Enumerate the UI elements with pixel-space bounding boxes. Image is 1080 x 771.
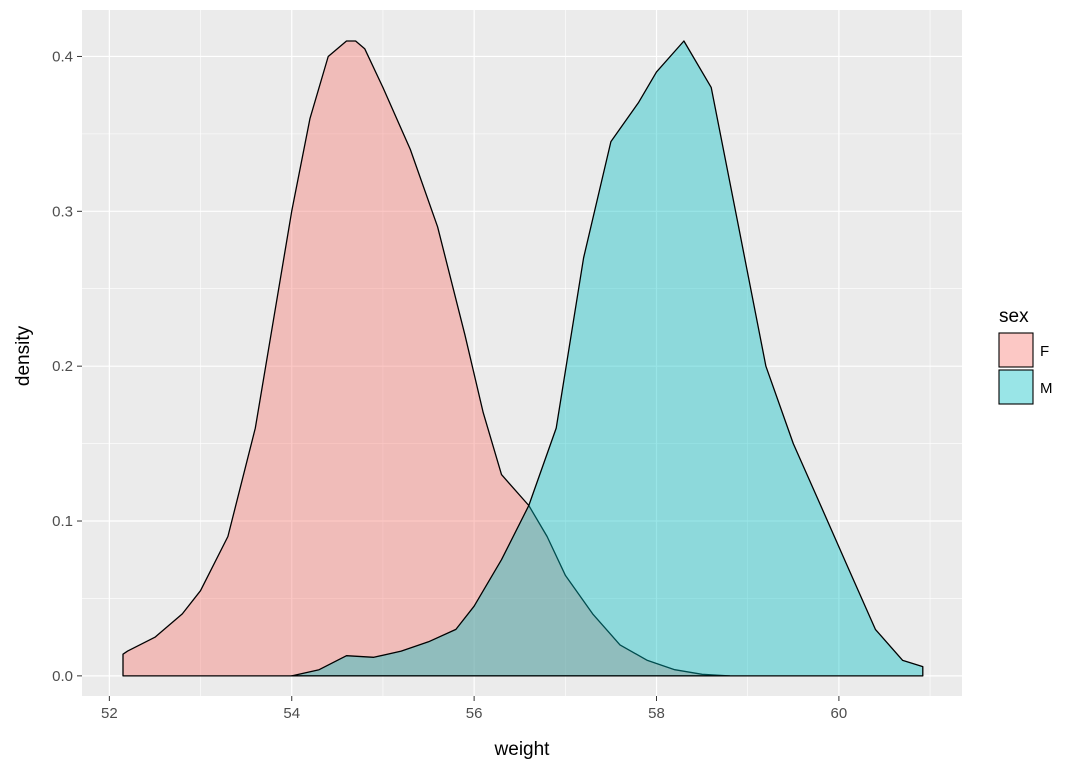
x-tick-label: 60 [831, 705, 848, 722]
density-areas [122, 40, 924, 677]
legend-label-f: F [1040, 343, 1049, 360]
legend-title: sex [999, 306, 1029, 327]
x-tick-label: 54 [283, 705, 300, 722]
legend-key-f [998, 332, 1034, 368]
y-axis-title: density [13, 325, 34, 386]
density-area-m [291, 40, 924, 677]
x-tick-label: 56 [466, 705, 483, 722]
density-area-f [122, 40, 731, 677]
y-tick-label: 0.2 [52, 358, 73, 375]
legend-key-m [998, 369, 1034, 405]
y-tick-label: 0.1 [52, 513, 73, 530]
y-tick-label: 0.4 [52, 48, 73, 65]
plot-panel [82, 10, 962, 696]
minor-gridlines [82, 10, 962, 696]
x-tick-label: 52 [101, 705, 118, 722]
y-tick-label: 0.0 [52, 668, 73, 685]
legend-label-m: M [1040, 380, 1053, 397]
y-tick-label: 0.3 [52, 203, 73, 220]
x-tick-label: 58 [648, 705, 665, 722]
legend: sex F M [998, 306, 1053, 405]
x-axis-title: weight [494, 739, 551, 760]
y-axis: 0.0 0.1 0.2 0.3 0.4 [52, 48, 82, 685]
x-axis: 52 54 56 58 60 [101, 696, 847, 722]
